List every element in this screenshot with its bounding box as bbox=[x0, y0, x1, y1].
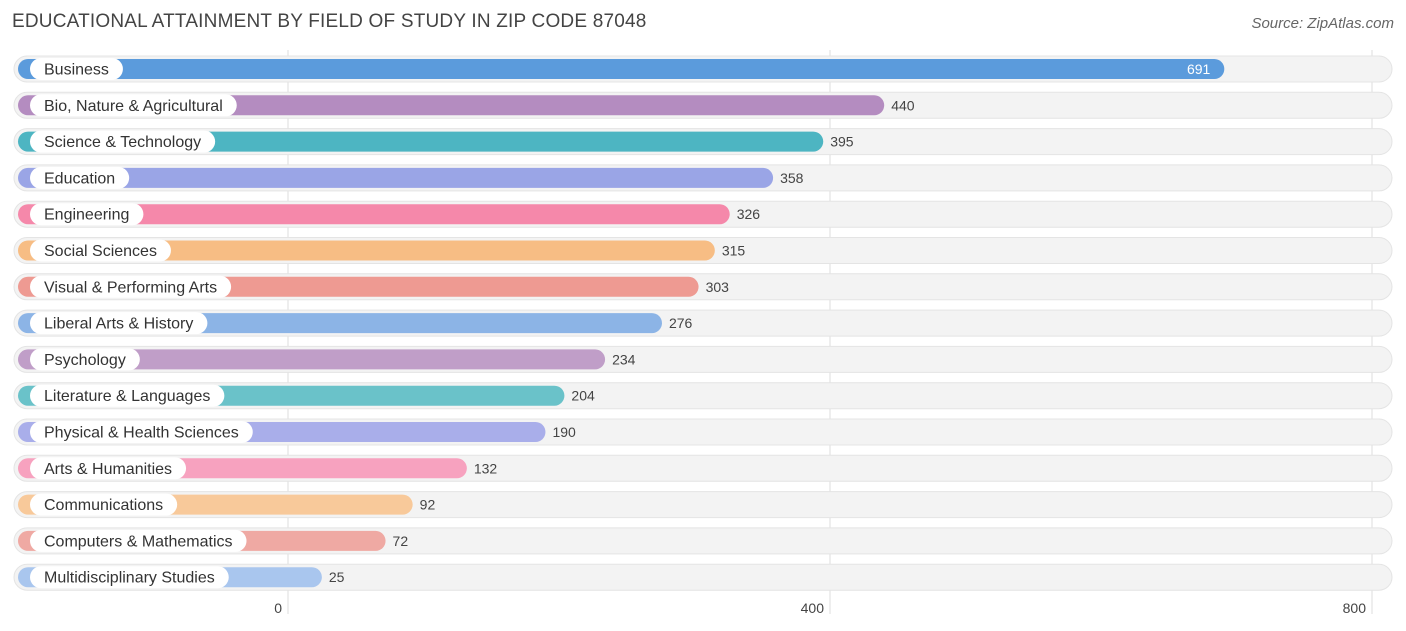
value-label: 395 bbox=[830, 134, 854, 150]
category-label: Computers & Mathematics bbox=[44, 533, 233, 550]
value-label: 190 bbox=[552, 424, 576, 440]
category-label-pill bbox=[30, 239, 171, 262]
row-background bbox=[13, 563, 1393, 591]
bar-row: Literature & Languages 204 bbox=[13, 382, 1393, 410]
bar-rows: Business 691 Bio, Nature & Agricultural 440… bbox=[13, 55, 1393, 591]
bar-row: Science & Technology 395 bbox=[13, 128, 1393, 156]
value-label: 234 bbox=[612, 351, 636, 367]
bar bbox=[18, 204, 730, 225]
bar bbox=[18, 167, 774, 188]
category-label-pill bbox=[30, 312, 208, 335]
value-label: 691 bbox=[1187, 61, 1211, 77]
value-label: 25 bbox=[329, 569, 345, 585]
value-label: 204 bbox=[571, 388, 595, 404]
category-label: Psychology bbox=[44, 352, 126, 369]
category-label: Physical & Health Sciences bbox=[44, 425, 239, 442]
category-label-pill bbox=[30, 348, 140, 371]
bar bbox=[18, 240, 715, 261]
value-label: 92 bbox=[420, 497, 436, 513]
bar-row: Social Sciences 315 bbox=[13, 237, 1393, 264]
x-tick-label: 400 bbox=[801, 600, 825, 616]
category-label: Science & Technology bbox=[44, 134, 201, 151]
bar-row: Engineering 326 bbox=[13, 200, 1393, 228]
category-label: Business bbox=[44, 62, 109, 79]
chart-title: EDUCATIONAL ATTAINMENT BY FIELD OF STUDY… bbox=[12, 11, 647, 32]
x-tick-label: 0 bbox=[274, 600, 282, 616]
category-label-pill bbox=[30, 421, 253, 443]
bar bbox=[18, 349, 606, 370]
value-label: 326 bbox=[737, 206, 761, 222]
bar-row: Computers & Mathematics 72 bbox=[13, 527, 1393, 555]
value-label: 440 bbox=[891, 97, 915, 113]
category-label-pill bbox=[30, 166, 130, 189]
category-label-pill bbox=[30, 58, 123, 80]
bar bbox=[18, 131, 824, 152]
value-label: 315 bbox=[722, 243, 746, 259]
category-label-pill bbox=[30, 203, 144, 226]
bar-row: Liberal Arts & History 276 bbox=[13, 309, 1393, 337]
category-label: Visual & Performing Arts bbox=[44, 279, 217, 296]
category-label-pill bbox=[30, 94, 237, 117]
category-label-pill bbox=[30, 130, 216, 153]
bar-row: Education 358 bbox=[13, 164, 1393, 192]
value-label: 276 bbox=[669, 315, 693, 331]
bar-row: Bio, Nature & Agricultural 440 bbox=[13, 91, 1393, 119]
category-label: Bio, Nature & Agricultural bbox=[44, 98, 223, 115]
category-label: Literature & Languages bbox=[44, 388, 210, 405]
value-label: 303 bbox=[706, 279, 730, 295]
category-label: Liberal Arts & History bbox=[44, 316, 193, 333]
category-label: Arts & Humanities bbox=[44, 461, 172, 478]
bar-row: Arts & Humanities 132 bbox=[13, 454, 1393, 482]
category-label: Communications bbox=[44, 497, 163, 514]
category-label: Education bbox=[44, 170, 115, 187]
category-label: Multidisciplinary Studies bbox=[44, 570, 215, 587]
bar bbox=[18, 59, 1225, 79]
category-label-pill bbox=[30, 493, 178, 516]
category-label-pill bbox=[30, 384, 225, 407]
value-label: 132 bbox=[474, 460, 498, 476]
x-axis-ticks: 0 400 800 bbox=[274, 600, 1366, 616]
value-label: 358 bbox=[780, 170, 804, 186]
bar-row: Communications 92 bbox=[13, 491, 1393, 519]
bar-row: Physical & Health Sciences 190 bbox=[13, 418, 1393, 446]
bar-row: Business 691 bbox=[13, 55, 1393, 83]
bar-row: Multidisciplinary Studies 25 bbox=[13, 563, 1393, 591]
category-label-pill bbox=[30, 457, 187, 480]
bar-row: Psychology 234 bbox=[13, 345, 1393, 373]
value-label: 72 bbox=[393, 533, 409, 549]
category-label: Social Sciences bbox=[44, 243, 157, 260]
category-label-pill bbox=[30, 566, 229, 589]
category-label: Engineering bbox=[44, 207, 129, 224]
source-note: Source: ZipAtlas.com bbox=[1251, 15, 1394, 32]
category-label-pill bbox=[30, 275, 232, 298]
bar-row: Visual & Performing Arts 303 bbox=[13, 273, 1393, 301]
x-tick-label: 800 bbox=[1343, 600, 1367, 616]
category-label-pill bbox=[30, 529, 247, 552]
